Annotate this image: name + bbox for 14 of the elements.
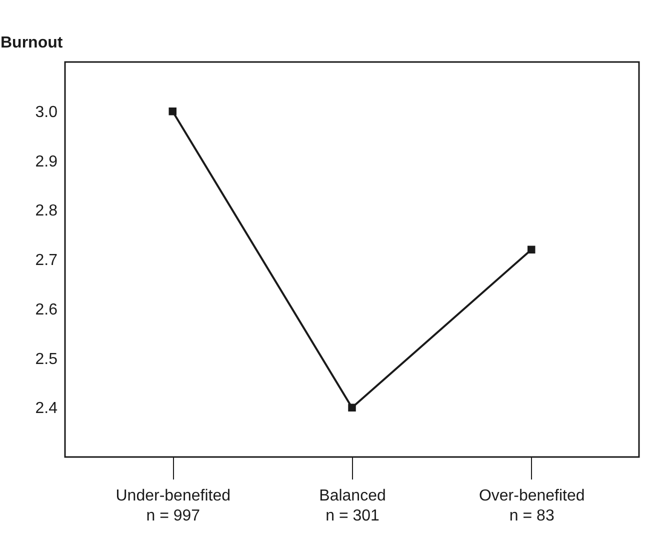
x-tick-label: Balanced n = 301 (319, 488, 386, 524)
y-tick-label: 2.4 (35, 400, 58, 418)
y-tick-label: 2.8 (35, 202, 58, 220)
y-tick-label: 2.5 (35, 350, 58, 368)
point (528, 246, 536, 254)
point (168, 108, 176, 116)
y-tick-label: 2.7 (35, 252, 58, 269)
y-axis-title: Burnout (0, 34, 64, 52)
x-tick-label: Over-benefited n = 83 (478, 488, 585, 524)
point (348, 404, 356, 412)
y-tick-label: 2.6 (35, 301, 58, 318)
y-tick-label: 2.9 (35, 153, 58, 170)
x-tick-label: Under-benefited n = 997 (116, 488, 230, 524)
y-tick-label: 3.0 (35, 104, 58, 121)
